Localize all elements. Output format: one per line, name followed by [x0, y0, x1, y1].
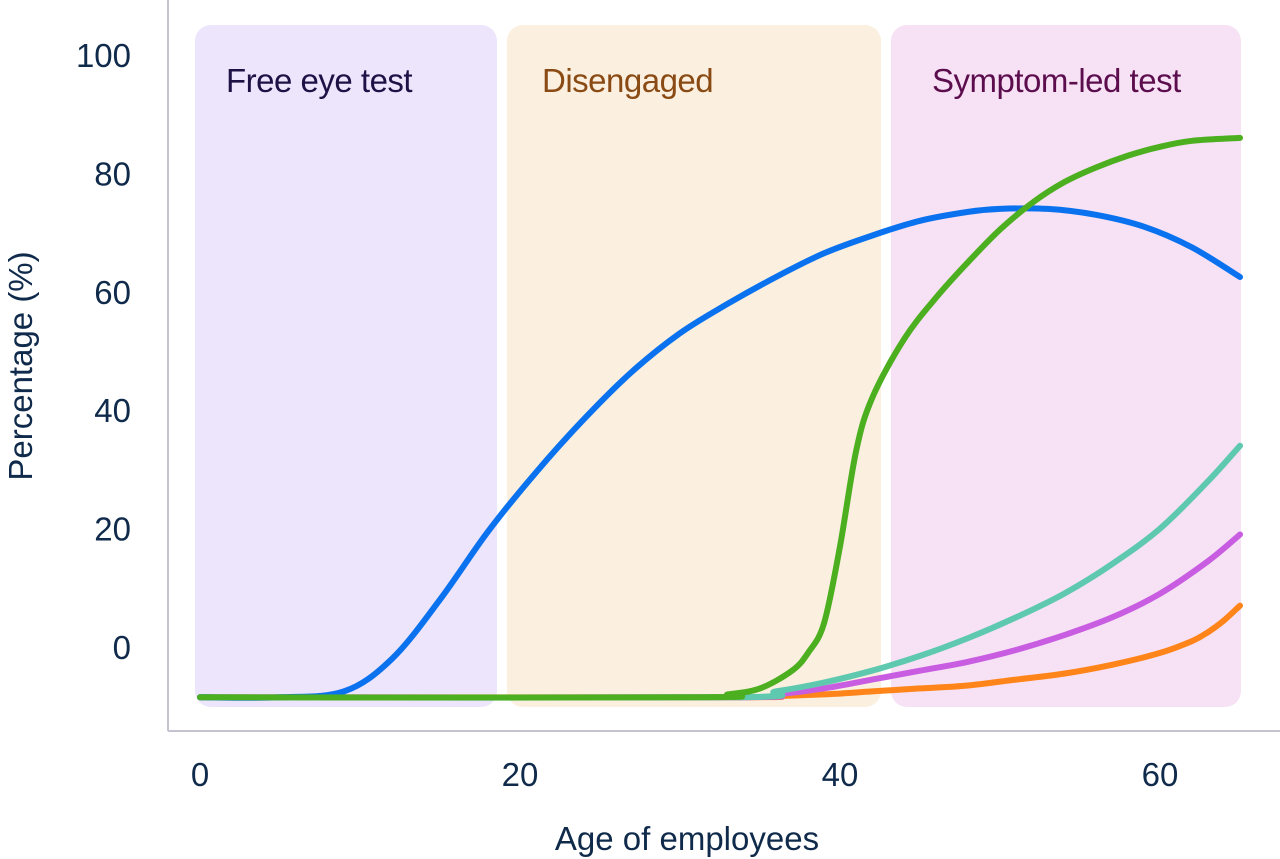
region-label-2: Disengaged: [542, 62, 713, 99]
series-line-1: [197, 205, 1243, 701]
age-regions: Free eye test Disengaged Symptom-led test: [195, 25, 1241, 707]
y-tick-60: 60: [94, 274, 131, 311]
data-series: [197, 134, 1243, 701]
axes: [167, 0, 1280, 732]
y-tick-20: 20: [94, 511, 131, 548]
x-tick-60: 60: [1142, 756, 1179, 793]
region-label-1: Free eye test: [226, 62, 412, 99]
x-tick-20: 20: [502, 756, 539, 793]
y-tick-labels: 0 20 40 60 80 100: [76, 37, 131, 666]
x-tick-0: 0: [191, 756, 209, 793]
region-band-2: [507, 25, 881, 707]
y-axis-title: Percentage (%): [2, 251, 39, 480]
y-tick-0: 0: [113, 629, 131, 666]
region-band-3: [891, 25, 1241, 707]
x-tick-labels: 0 20 40 60: [191, 756, 1179, 793]
y-tick-40: 40: [94, 392, 131, 429]
y-tick-100: 100: [76, 37, 131, 74]
x-tick-40: 40: [822, 756, 859, 793]
series-line-2: [197, 134, 1243, 701]
region-band-1: [195, 25, 497, 707]
region-label-3: Symptom-led test: [932, 62, 1181, 99]
y-tick-80: 80: [94, 155, 131, 192]
x-axis-title: Age of employees: [555, 820, 819, 857]
